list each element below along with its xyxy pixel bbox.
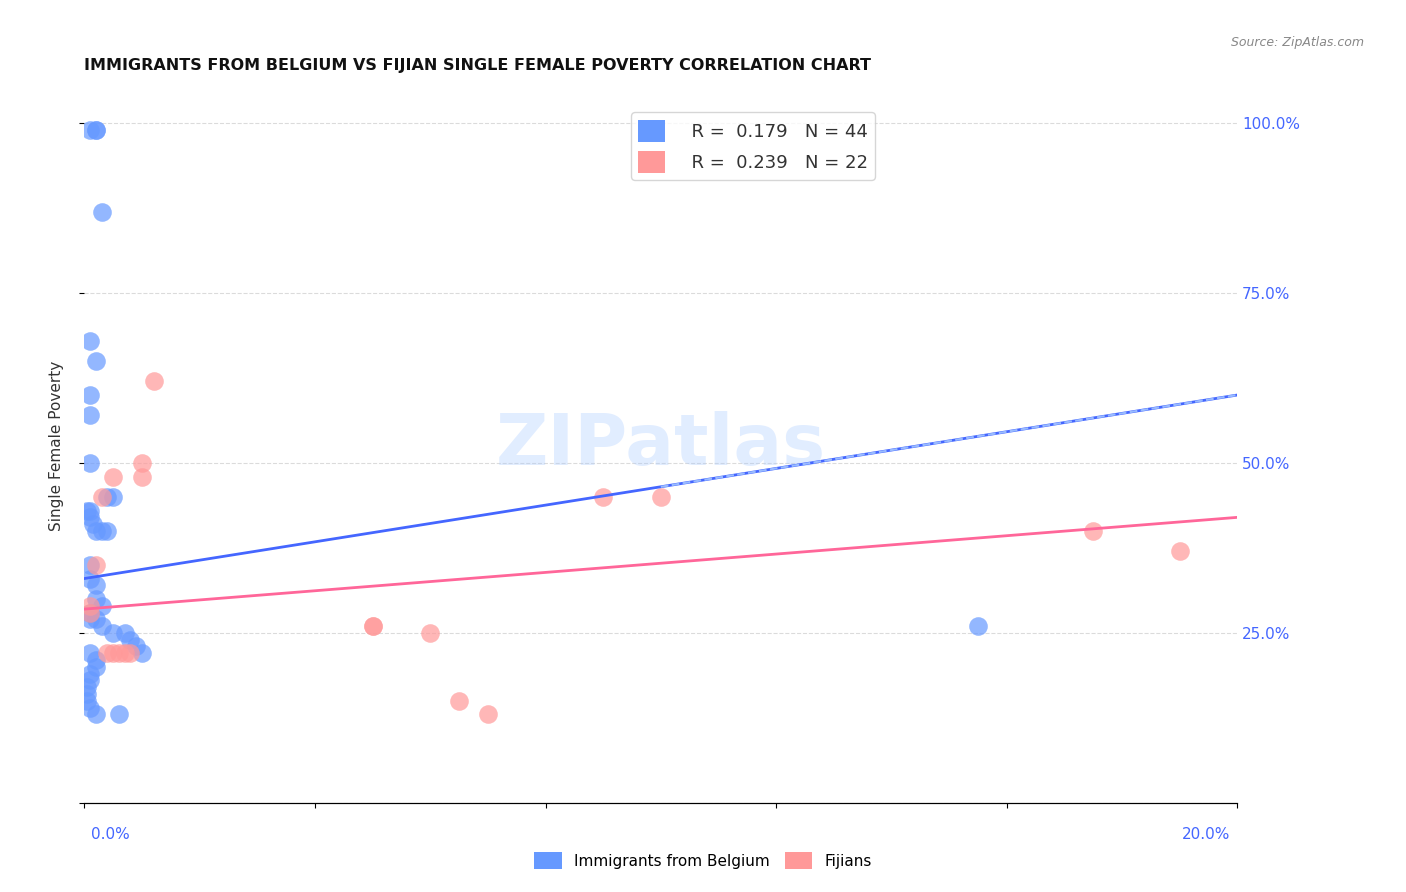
Point bbox=[79, 558, 101, 572]
Point bbox=[84, 591, 107, 606]
Point bbox=[108, 707, 131, 722]
Point bbox=[90, 524, 112, 538]
Point bbox=[84, 354, 107, 368]
Point bbox=[142, 375, 165, 389]
Point bbox=[90, 490, 112, 504]
Point bbox=[79, 673, 101, 688]
Point bbox=[79, 666, 101, 681]
Point bbox=[79, 612, 101, 626]
Point bbox=[477, 707, 499, 722]
Point bbox=[79, 606, 101, 620]
Point bbox=[108, 646, 131, 660]
Point bbox=[82, 517, 104, 532]
Point bbox=[79, 334, 101, 348]
Point bbox=[1083, 524, 1105, 538]
Point bbox=[361, 619, 384, 633]
Text: Source: ZipAtlas.com: Source: ZipAtlas.com bbox=[1230, 36, 1364, 49]
Text: 20.0%: 20.0% bbox=[1182, 827, 1230, 841]
Point bbox=[84, 524, 107, 538]
Point bbox=[79, 456, 101, 470]
Point bbox=[90, 599, 112, 613]
Point bbox=[114, 626, 136, 640]
Point bbox=[79, 123, 101, 137]
Point bbox=[419, 626, 441, 640]
Point bbox=[76, 694, 98, 708]
Point bbox=[79, 646, 101, 660]
Point bbox=[76, 503, 98, 517]
Point bbox=[131, 456, 153, 470]
Point bbox=[84, 707, 107, 722]
Point bbox=[1168, 544, 1191, 558]
Point bbox=[96, 524, 118, 538]
Point bbox=[96, 490, 118, 504]
Point bbox=[592, 490, 614, 504]
Point bbox=[76, 687, 98, 701]
Point bbox=[103, 469, 125, 483]
Point bbox=[131, 469, 153, 483]
Point bbox=[79, 409, 101, 423]
Point bbox=[79, 503, 101, 517]
Point bbox=[76, 680, 98, 694]
Point bbox=[90, 619, 112, 633]
Point bbox=[650, 490, 672, 504]
Point bbox=[84, 558, 107, 572]
Point bbox=[103, 490, 125, 504]
Point bbox=[84, 612, 107, 626]
Point bbox=[103, 646, 125, 660]
Point bbox=[90, 204, 112, 219]
Point bbox=[120, 632, 142, 647]
Point bbox=[103, 626, 125, 640]
Point bbox=[96, 646, 118, 660]
Point bbox=[79, 599, 101, 613]
Point bbox=[125, 640, 148, 654]
Point bbox=[114, 646, 136, 660]
Point bbox=[84, 123, 107, 137]
Point bbox=[79, 572, 101, 586]
Legend: Immigrants from Belgium, Fijians: Immigrants from Belgium, Fijians bbox=[529, 846, 877, 875]
Text: 0.0%: 0.0% bbox=[91, 827, 131, 841]
Point bbox=[79, 388, 101, 402]
Point bbox=[131, 646, 153, 660]
Point bbox=[79, 700, 101, 714]
Point bbox=[79, 606, 101, 620]
Point bbox=[84, 578, 107, 592]
Legend:   R =  0.179   N = 44,   R =  0.239   N = 22: R = 0.179 N = 44, R = 0.239 N = 22 bbox=[631, 112, 875, 180]
Point bbox=[84, 653, 107, 667]
Point bbox=[967, 619, 990, 633]
Point bbox=[447, 694, 470, 708]
Point bbox=[84, 123, 107, 137]
Point bbox=[361, 619, 384, 633]
Text: IMMIGRANTS FROM BELGIUM VS FIJIAN SINGLE FEMALE POVERTY CORRELATION CHART: IMMIGRANTS FROM BELGIUM VS FIJIAN SINGLE… bbox=[84, 58, 872, 73]
Point bbox=[120, 646, 142, 660]
Y-axis label: Single Female Poverty: Single Female Poverty bbox=[49, 361, 63, 531]
Text: ZIPatlas: ZIPatlas bbox=[496, 411, 825, 481]
Point bbox=[84, 660, 107, 674]
Point bbox=[79, 510, 101, 524]
